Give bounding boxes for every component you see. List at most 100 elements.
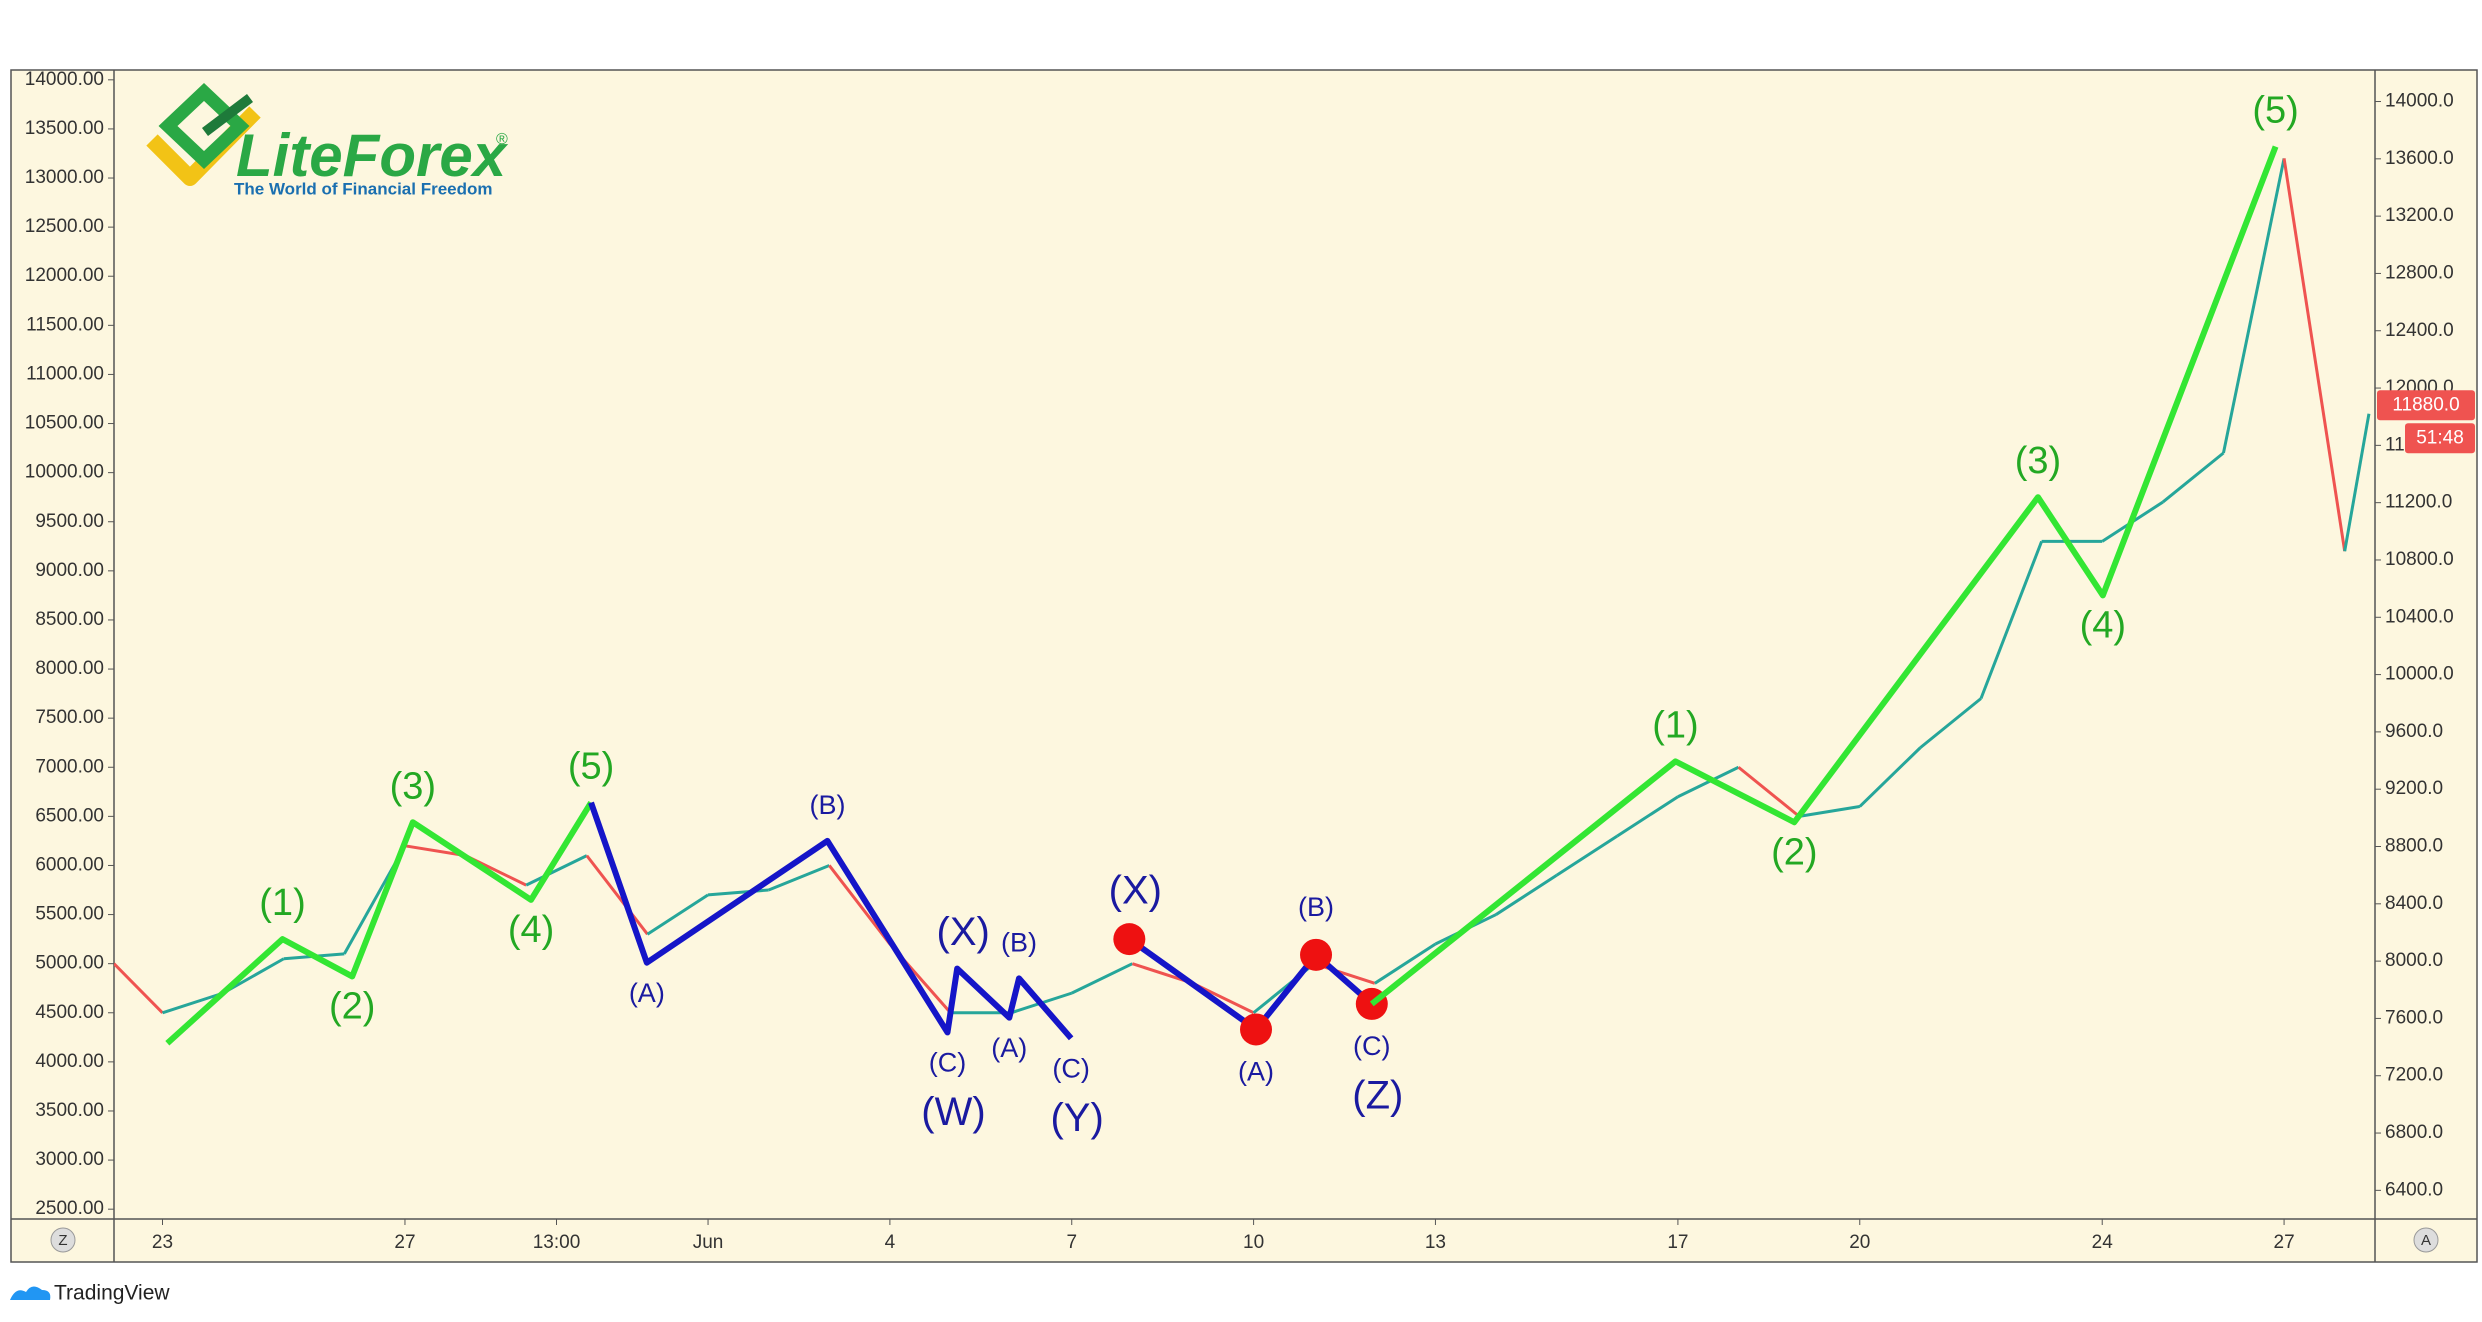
y2-tick-label: 10800.0 (2385, 549, 2454, 570)
y-tick-label: 12500.00 (25, 216, 104, 237)
y-tick-label: 6500.00 (35, 805, 104, 826)
y-tick-label: 5500.00 (35, 904, 104, 925)
price-segment (1677, 765, 1740, 799)
y2-tick-label: 10000.0 (2385, 664, 2454, 685)
y-tick-label: 10500.00 (25, 413, 104, 434)
price-segment (1858, 746, 1922, 808)
wave-label: (A) (1238, 1057, 1274, 1087)
y2-tick-label: 12400.0 (2385, 320, 2454, 341)
x-tick-label: 10 (1243, 1232, 1264, 1253)
corner-label[interactable]: Z (58, 1232, 67, 1249)
wave-line (588, 801, 1074, 1041)
y-tick-label: 7500.00 (35, 707, 104, 728)
x-tick-label: 13:00 (533, 1232, 581, 1253)
logo: LiteForex ® The World of Financial Freed… (146, 83, 509, 198)
countdown-tag (2405, 423, 2475, 454)
price-segment (1374, 942, 1437, 985)
y-tick-label: 9500.00 (35, 511, 104, 532)
wave-label: (2) (329, 985, 375, 1027)
y-tick-label: 4000.00 (35, 1051, 104, 1072)
wave-label: (C) (1353, 1031, 1390, 1061)
y2-tick-label: 13600.0 (2385, 148, 2454, 169)
wave-marker (1113, 923, 1146, 956)
wave-label: (B) (1001, 928, 1037, 958)
price-segment (1737, 766, 1801, 818)
y2-tick-label: 7600.0 (2385, 1007, 2443, 1028)
y-tick-label: 2500.00 (35, 1198, 104, 1219)
last-price-label: 11880.0 (2392, 394, 2459, 415)
wave-label: (5) (568, 746, 614, 788)
y-tick-label: 11000.00 (26, 363, 104, 384)
price-segment (828, 864, 892, 945)
y2-tick-label: 7200.0 (2385, 1065, 2443, 1086)
y2-tick-label: 9200.0 (2385, 778, 2443, 799)
wave-line (165, 801, 594, 1046)
price-segment (2282, 158, 2347, 552)
price-segment (2161, 451, 2225, 504)
price-segment (1495, 874, 1558, 916)
logo-mark: ® (496, 131, 508, 148)
y2-tick-label: 11200.0 (2385, 492, 2452, 513)
wave-label: (5) (2252, 90, 2298, 132)
wave-marker (1240, 1013, 1273, 1046)
y-tick-label: 14000.00 (25, 69, 104, 90)
logo-tagline: The World of Financial Freedom (234, 179, 493, 198)
y-tick-label: 4500.00 (35, 1002, 104, 1023)
wave-degree-label: (Z) (1352, 1073, 1403, 1117)
countdown-label: 51:48 (2416, 427, 2464, 448)
y-tick-label: 13000.00 (25, 167, 104, 188)
price-segment (1555, 834, 1619, 877)
y2-tick-label: 8000.0 (2385, 950, 2443, 971)
y-tick-label: 8500.00 (35, 609, 104, 630)
y2-tick-label: 6800.0 (2385, 1122, 2443, 1143)
corner-button[interactable] (50, 1227, 76, 1253)
source-icon (10, 1286, 51, 1300)
price-segment (114, 962, 164, 1014)
wave-line (1127, 936, 1374, 1033)
price-segment (1919, 697, 1982, 749)
wave-label: (B) (809, 790, 845, 820)
price-segment (2221, 158, 2286, 454)
x-tick-label: 27 (2274, 1232, 2295, 1253)
x-tick-label: 4 (885, 1232, 896, 1253)
x-tick-label: Jun (693, 1232, 724, 1253)
corner-button[interactable] (2413, 1227, 2439, 1253)
wave-label: (3) (390, 765, 436, 807)
price-segment (646, 893, 709, 936)
y2-tick-label: 6400.0 (2385, 1179, 2443, 1200)
y2-tick-label: 9600.0 (2385, 721, 2443, 742)
y-tick-label: 12000.00 (25, 265, 104, 286)
y2-tick-label: 13200.0 (2385, 205, 2454, 226)
price-segment (585, 854, 649, 936)
x-tick-label: 7 (1066, 1232, 1077, 1253)
price-segment (1798, 805, 1860, 818)
price-segment (1616, 795, 1679, 838)
x-tick-label: 24 (2092, 1232, 2114, 1253)
y-tick-label: 11500.00 (26, 314, 104, 335)
y2-tick-label: 14000.0 (2385, 91, 2454, 112)
wave-label: (1) (259, 882, 305, 924)
wave-label: (2) (1771, 831, 1817, 873)
corner-right[interactable]: A (2413, 1227, 2439, 1253)
wave-label: (C) (929, 1048, 966, 1078)
last-price-tag (2377, 390, 2475, 421)
chart-frame (10, 69, 2478, 1263)
wave-degree-label: (X) (1109, 869, 1162, 913)
corner-left[interactable]: Z (50, 1227, 76, 1253)
logo-icon (201, 94, 254, 136)
y2-tick-label: 8800.0 (2385, 836, 2443, 857)
wave-degree-label: (Y) (1050, 1096, 1103, 1140)
y-tick-label: 10000.00 (25, 462, 104, 483)
x-tick-label: 23 (152, 1232, 173, 1253)
y2-tick-label: 12800.0 (2385, 262, 2454, 283)
wave-label: (4) (508, 909, 554, 951)
price-segment (2343, 413, 2371, 552)
wave-label: (A) (629, 978, 665, 1008)
price-segment (525, 854, 588, 887)
wave-label: (1) (1652, 704, 1698, 746)
y-tick-label: 9000.00 (35, 560, 104, 581)
price-segment (768, 864, 830, 892)
corner-label[interactable]: A (2421, 1232, 2431, 1249)
